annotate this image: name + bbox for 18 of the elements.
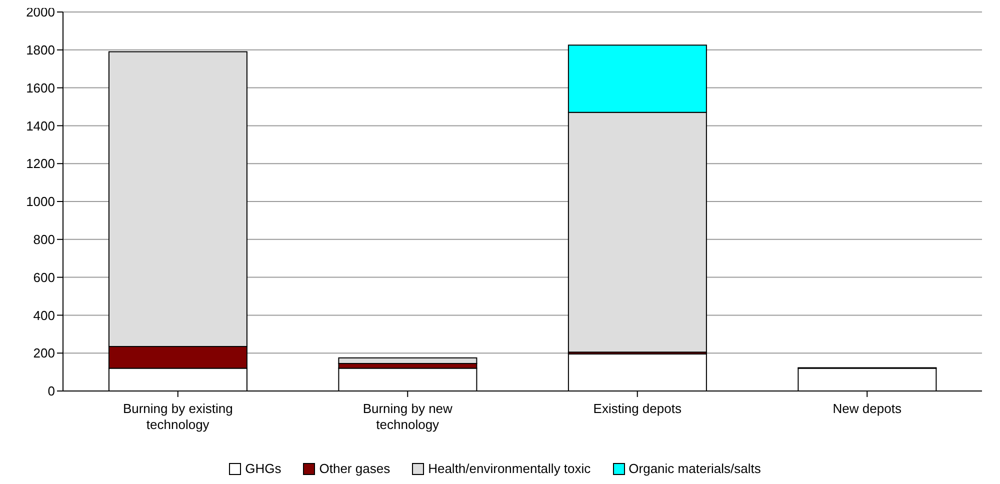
y-tick-label: 400 — [33, 308, 55, 323]
y-tick-label: 1000 — [26, 194, 55, 210]
legend-label: Other gases — [319, 461, 390, 476]
x-tick-label: Burning by existing technology — [122, 401, 233, 432]
y-tick-label: 800 — [33, 232, 55, 248]
y-tick-label: 1200 — [26, 156, 55, 172]
y-tick-label: 1800 — [26, 42, 55, 58]
legend-label: GHGs — [245, 461, 282, 476]
x-tick-label: New depots — [832, 401, 902, 416]
legend-label: Health/environmentally toxic — [428, 461, 591, 476]
x-tick-label: Existing depots — [593, 401, 682, 416]
y-tick-label: 1600 — [26, 80, 55, 96]
x-tick-label: Burning by new technology — [362, 401, 454, 432]
y-tick-label: 1400 — [26, 118, 55, 134]
legend-label: Organic materials/salts — [628, 461, 761, 476]
y-tick-label: 200 — [33, 346, 55, 361]
y-tick-label: 600 — [33, 270, 55, 285]
y-tick-label: 0 — [48, 384, 55, 399]
